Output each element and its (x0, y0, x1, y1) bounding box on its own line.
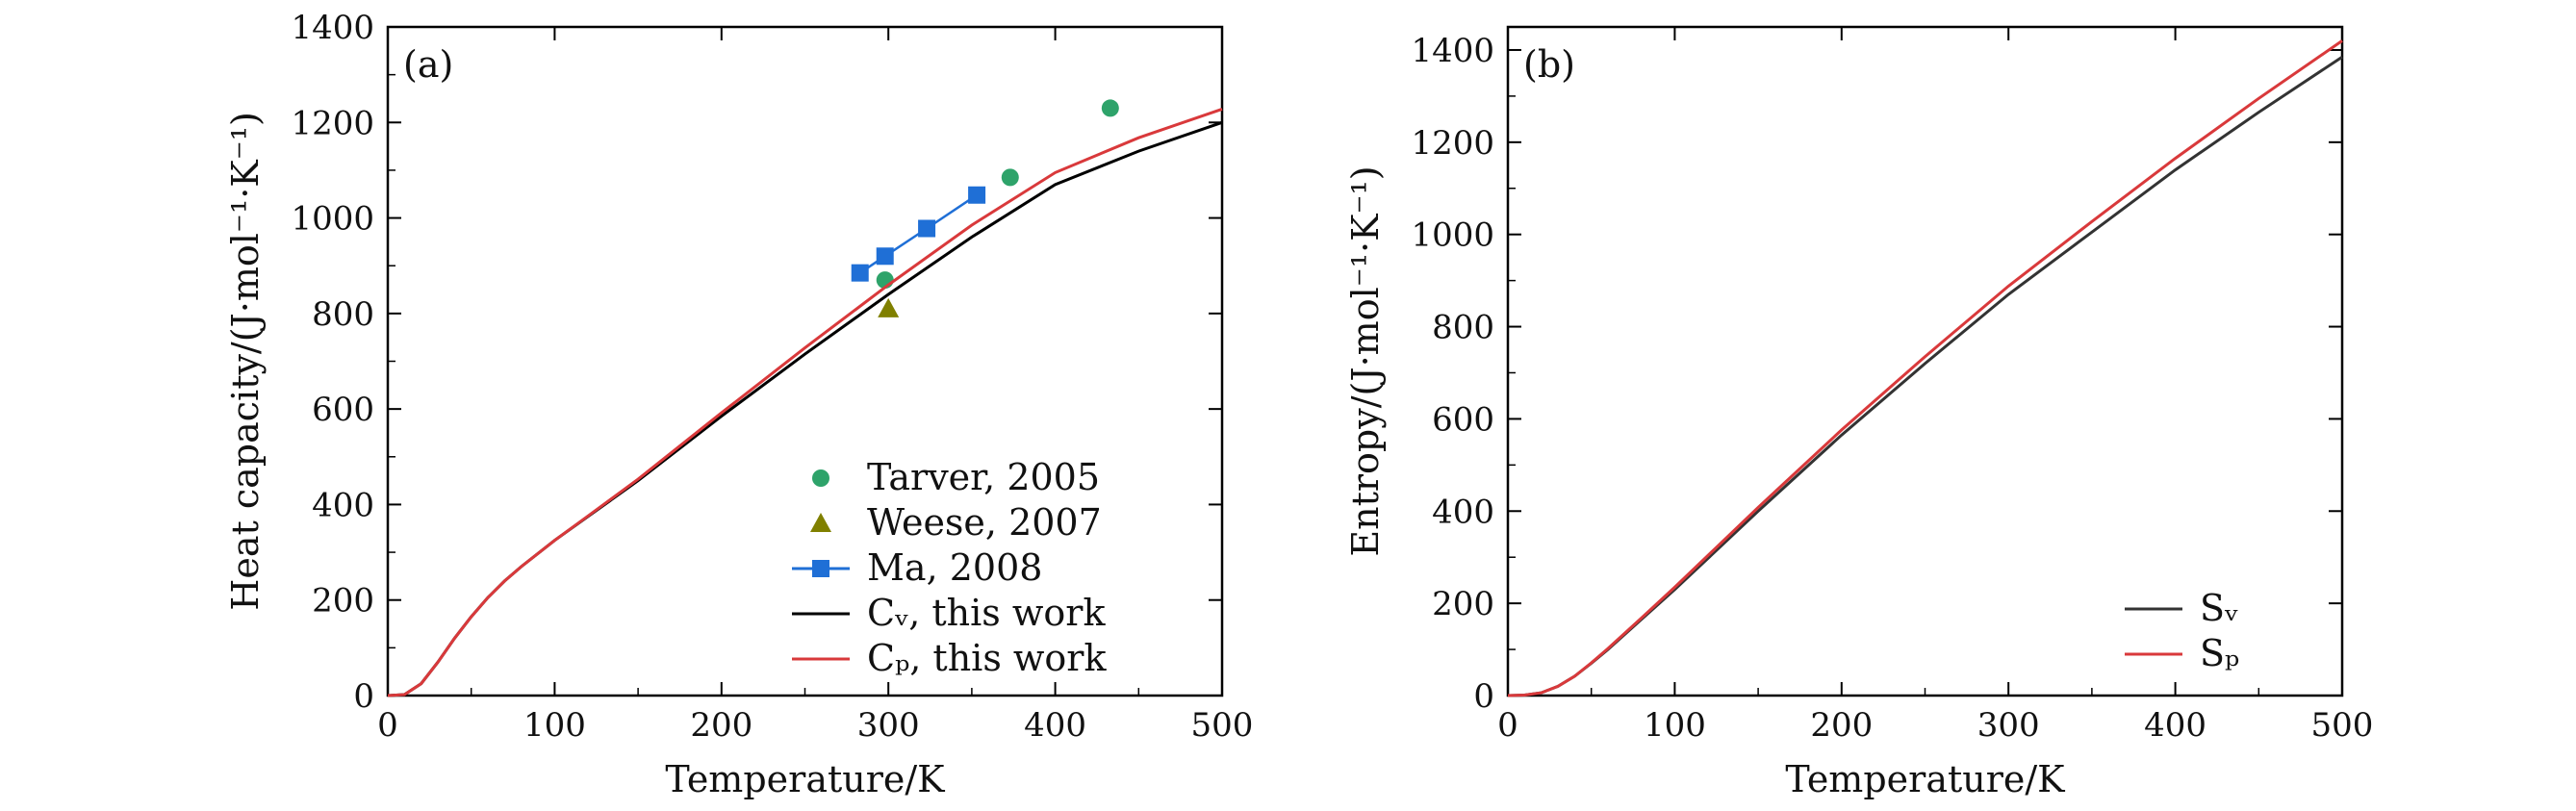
data-point-ma (918, 219, 936, 238)
legend-item: Sₚ (2125, 632, 2239, 674)
series-line-sp (1507, 39, 2343, 697)
legend-label: Sᵥ (2200, 587, 2238, 629)
legend-swatch-marker (810, 513, 831, 532)
y-tick-label: 0 (1473, 677, 1494, 716)
legend-label: Cₚ, this work (867, 637, 1107, 679)
panel-label: (b) (1523, 43, 1575, 86)
x-tick-label: 100 (523, 706, 586, 745)
series-sp (1507, 39, 2343, 697)
y-tick-label: 400 (312, 486, 374, 524)
y-tick-label: 800 (312, 295, 374, 334)
series-tarver (876, 99, 1119, 290)
y-tick-label: 600 (1432, 400, 1494, 439)
x-tick-label: 0 (1497, 706, 1518, 745)
series-ma (851, 186, 986, 282)
series-line-ma (859, 193, 978, 274)
chart-panel-b: 0 100 200 300 400 500 0 200 400 600 800 1000 1200 140… (1344, 25, 2374, 800)
data-point-ma (851, 264, 869, 282)
y-tick-label: 200 (1432, 585, 1494, 623)
legend-item: Cₚ, this work (792, 637, 1107, 679)
data-point-ma (968, 186, 986, 204)
x-tick-label: 500 (2311, 706, 2374, 745)
legend-swatch-marker (812, 469, 829, 487)
y-tick-label: 1200 (291, 104, 374, 142)
series-line-cp (387, 107, 1223, 697)
x-tick-label: 500 (1191, 706, 1254, 745)
y-axis-label: Entropy/(J·mol⁻¹·K⁻¹) (1344, 165, 1387, 556)
data-point-ma (876, 247, 894, 266)
y-axis-label: Heat capacity/(J·mol⁻¹·K⁻¹) (224, 112, 267, 611)
x-tick-label: 300 (857, 706, 920, 745)
legend-item: Ma, 2008 (792, 546, 1042, 589)
series-weese (878, 297, 900, 317)
legend-item: Tarver, 2005 (812, 456, 1100, 498)
series-cp (387, 107, 1223, 697)
x-tick-label: 300 (1977, 706, 2040, 745)
data-point-tarver (1001, 168, 1019, 187)
y-tick-label: 800 (1432, 309, 1494, 347)
legend-item: Weese, 2007 (810, 501, 1102, 544)
y-tick-label: 1200 (1411, 124, 1494, 163)
y-tick-label: 0 (353, 677, 374, 716)
legend-label: Cᵥ, this work (867, 592, 1106, 634)
y-tick-label: 600 (312, 391, 374, 429)
legend-item: Sᵥ (2125, 587, 2238, 629)
legend-swatch-marker (812, 560, 829, 577)
y-tick-label: 1000 (1411, 216, 1494, 255)
y-tick-label: 1400 (1411, 32, 1494, 70)
legend-label: Ma, 2008 (867, 546, 1042, 589)
x-tick-label: 400 (1024, 706, 1086, 745)
x-tick-label: 0 (377, 706, 398, 745)
data-point-tarver (1101, 99, 1119, 117)
x-axis-label: Temperature/K (665, 758, 945, 800)
x-tick-label: 200 (1810, 706, 1873, 745)
panel-label: (a) (403, 43, 453, 86)
data-point-weese (878, 297, 900, 317)
x-axis-label: Temperature/K (1785, 758, 2065, 800)
y-tick-label: 400 (1432, 493, 1494, 531)
x-tick-label: 200 (690, 706, 752, 745)
y-tick-label: 1400 (291, 9, 374, 47)
y-tick-label: 1000 (291, 200, 374, 239)
y-tick-label: 200 (312, 582, 374, 621)
legend-label: Sₚ (2200, 632, 2239, 674)
legend-label: Tarver, 2005 (867, 456, 1100, 498)
x-tick-label: 100 (1644, 706, 1706, 745)
legend-label: Weese, 2007 (867, 501, 1102, 544)
legend-item: Cᵥ, this work (792, 592, 1106, 634)
x-tick-label: 400 (2144, 706, 2206, 745)
chart-panel-a: 0 100 200 300 400 500 0 200 400 600 800 1000 1200 140… (224, 9, 1253, 800)
